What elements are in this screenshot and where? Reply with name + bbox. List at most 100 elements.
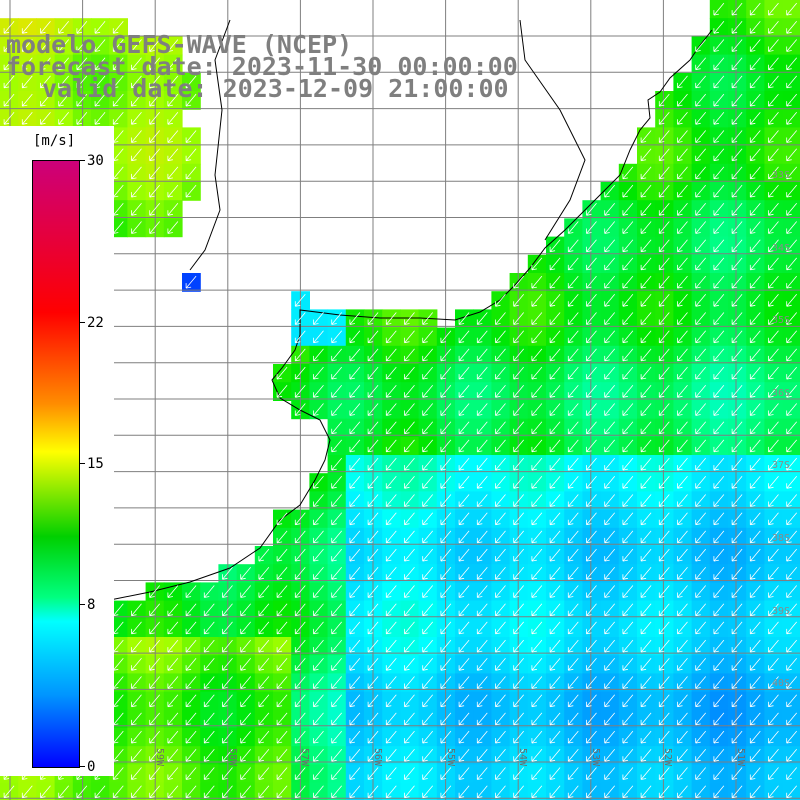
wind-arrow: [713, 494, 725, 507]
wind-arrow: [531, 530, 543, 544]
wind-speed-cell: [527, 455, 547, 474]
wind-arrow: [640, 749, 652, 762]
wind-speed-cell: [345, 400, 365, 420]
wind-arrow: [276, 676, 288, 689]
wind-arrow: [677, 294, 688, 307]
wind-arrow: [258, 603, 270, 617]
colorbar-tick-label: 0: [87, 759, 96, 775]
wind-arrow: [768, 2, 779, 16]
wind-arrow: [567, 257, 579, 271]
wind-arrow: [658, 767, 670, 780]
wind-speed-cell: [436, 691, 456, 711]
wind-arrow: [640, 239, 652, 253]
wind-arrow: [604, 457, 616, 471]
wind-speed-cell: [509, 273, 529, 292]
wind-speed-cell: [127, 655, 147, 674]
wind-speed-cell: [582, 546, 602, 565]
wind-arrow: [131, 694, 142, 708]
wind-arrow: [513, 785, 525, 799]
wind-arrow: [531, 567, 543, 580]
wind-arrow: [604, 603, 616, 617]
wind-arrow: [440, 530, 452, 544]
wind-arrow: [640, 275, 652, 289]
wind-arrow: [440, 621, 452, 635]
wind-arrow: [476, 403, 488, 416]
wind-arrow: [567, 730, 579, 744]
wind-speed-cell: [728, 127, 747, 147]
wind-arrow: [695, 658, 707, 671]
wind-speed-cell: [691, 327, 711, 347]
wind-arrow: [768, 330, 779, 344]
wind-arrow: [149, 166, 161, 180]
wind-speed-cell: [673, 327, 693, 347]
wind-arrow: [131, 621, 142, 635]
wind-speed-cell: [582, 618, 602, 638]
wind-arrow: [167, 184, 179, 198]
wind-arrow: [531, 585, 543, 598]
wind-arrow: [786, 148, 798, 162]
wind-speed-cell: [382, 400, 401, 420]
wind-arrow: [131, 712, 142, 726]
wind-arrow: [677, 203, 688, 216]
wind-arrow: [294, 312, 306, 325]
wind-arrow: [3, 21, 15, 34]
wind-speed-cell: [691, 455, 711, 474]
wind-arrow: [658, 730, 670, 744]
wind-arrow: [713, 239, 725, 253]
wind-speed-cell: [618, 291, 638, 310]
wind-arrow: [731, 548, 743, 562]
wind-speed-cell: [691, 236, 711, 256]
wind-arrow: [567, 658, 579, 671]
wind-arrow: [476, 603, 488, 617]
wind-arrow: [749, 694, 761, 708]
wind-arrow: [695, 330, 707, 344]
wind-speed-cell: [637, 254, 656, 274]
wind-speed-cell: [709, 473, 729, 492]
wind-arrow: [695, 184, 707, 198]
wind-arrow: [677, 439, 688, 453]
wind-arrow: [422, 567, 434, 580]
wind-speed-cell: [673, 618, 693, 638]
wind-arrow: [786, 639, 798, 653]
wind-arrow: [313, 621, 324, 635]
wind-speed-cell: [163, 109, 183, 128]
wind-speed-cell: [618, 691, 638, 711]
wind-arrow: [476, 494, 488, 507]
wind-speed-cell: [637, 145, 656, 165]
wind-arrow: [313, 676, 324, 689]
wind-speed-cell: [527, 327, 547, 347]
wind-arrow: [713, 166, 725, 180]
wind-arrow: [349, 457, 361, 471]
wind-arrow: [749, 603, 761, 617]
wind-arrow: [149, 603, 161, 617]
wind-arrow: [567, 312, 579, 325]
wind-arrow: [513, 530, 525, 544]
wind-speed-cell: [655, 418, 674, 438]
wind-speed-cell: [746, 345, 765, 365]
wind-speed-cell: [182, 764, 201, 784]
wind-speed-cell: [673, 473, 693, 492]
wind-speed-cell: [327, 491, 347, 511]
wind-arrow: [713, 603, 725, 617]
wind-arrow: [695, 366, 707, 380]
wind-arrow: [149, 694, 161, 708]
wind-arrow: [695, 439, 707, 453]
wind-arrow: [131, 749, 142, 762]
wind-arrow: [495, 639, 506, 653]
wind-arrow: [513, 749, 525, 762]
wind-speed-cell: [436, 764, 456, 784]
wind-arrow: [112, 39, 124, 52]
wind-speed-cell: [491, 436, 511, 456]
wind-arrow: [713, 767, 725, 780]
wind-arrow: [222, 621, 233, 635]
wind-arrow: [440, 749, 452, 762]
wind-arrow: [349, 385, 361, 398]
wind-arrow: [567, 275, 579, 289]
wind-arrow: [385, 785, 397, 799]
wind-arrow: [513, 712, 525, 726]
wind-speed-cell: [673, 291, 693, 310]
wind-speed-cell: [728, 109, 747, 128]
wind-arrow: [349, 530, 361, 544]
wind-arrow: [713, 275, 725, 289]
wind-speed-cell: [746, 54, 765, 74]
